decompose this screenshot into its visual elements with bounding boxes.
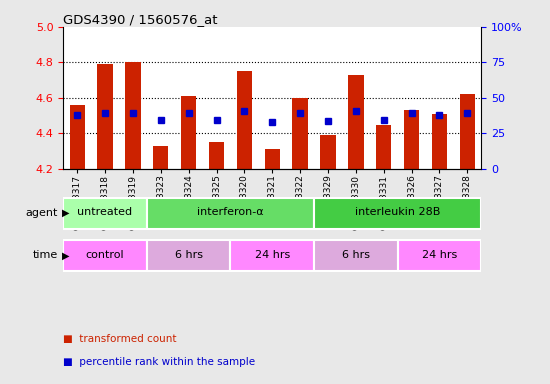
Bar xyxy=(230,240,314,271)
Text: interferon-α: interferon-α xyxy=(197,207,264,217)
Text: control: control xyxy=(86,250,124,260)
Bar xyxy=(97,64,113,169)
Bar xyxy=(236,71,252,169)
Text: 24 hrs: 24 hrs xyxy=(255,250,290,260)
Bar xyxy=(265,149,280,169)
Bar xyxy=(460,94,475,169)
Text: 6 hrs: 6 hrs xyxy=(175,250,202,260)
Bar xyxy=(398,240,481,271)
Text: ■  transformed count: ■ transformed count xyxy=(63,334,177,344)
Bar xyxy=(293,98,308,169)
Text: 6 hrs: 6 hrs xyxy=(342,250,370,260)
Text: 24 hrs: 24 hrs xyxy=(422,250,457,260)
Bar xyxy=(63,240,147,271)
Text: agent: agent xyxy=(25,208,58,218)
Bar xyxy=(209,142,224,169)
Bar xyxy=(314,240,398,271)
Text: interleukin 28B: interleukin 28B xyxy=(355,207,441,217)
Text: untreated: untreated xyxy=(78,207,133,217)
Text: ▶: ▶ xyxy=(62,208,70,218)
Bar xyxy=(432,114,447,169)
Bar xyxy=(147,240,230,271)
Bar xyxy=(376,124,392,169)
Bar xyxy=(320,135,336,169)
Bar xyxy=(147,197,314,228)
Text: ■  percentile rank within the sample: ■ percentile rank within the sample xyxy=(63,357,255,367)
Bar xyxy=(348,75,364,169)
Bar xyxy=(153,146,168,169)
Bar xyxy=(69,105,85,169)
Text: ▶: ▶ xyxy=(62,250,70,260)
Bar xyxy=(63,197,147,228)
Bar xyxy=(314,197,481,228)
Bar xyxy=(404,110,419,169)
Text: GDS4390 / 1560576_at: GDS4390 / 1560576_at xyxy=(63,13,218,26)
Bar xyxy=(181,96,196,169)
Text: time: time xyxy=(32,250,58,260)
Bar xyxy=(125,63,141,169)
